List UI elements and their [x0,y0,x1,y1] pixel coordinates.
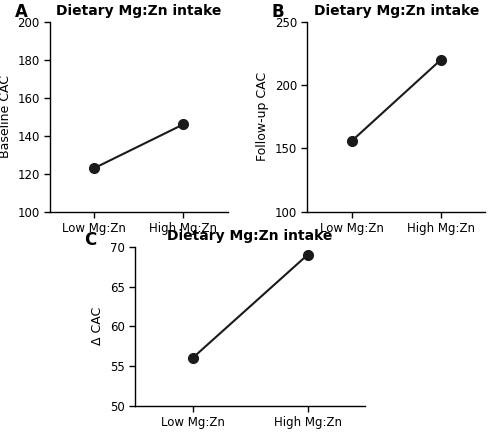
Y-axis label: Follow-up CAC: Follow-up CAC [256,72,269,161]
Text: A: A [14,3,28,21]
Title: Dietary Mg:Zn intake: Dietary Mg:Zn intake [56,4,222,18]
Title: Dietary Mg:Zn intake: Dietary Mg:Zn intake [314,4,479,18]
Y-axis label: Δ CAC: Δ CAC [91,307,104,345]
Title: Dietary Mg:Zn intake: Dietary Mg:Zn intake [168,229,332,243]
Text: B: B [272,3,284,21]
Y-axis label: Baseline CAC: Baseline CAC [0,75,12,158]
Text: C: C [84,231,96,249]
